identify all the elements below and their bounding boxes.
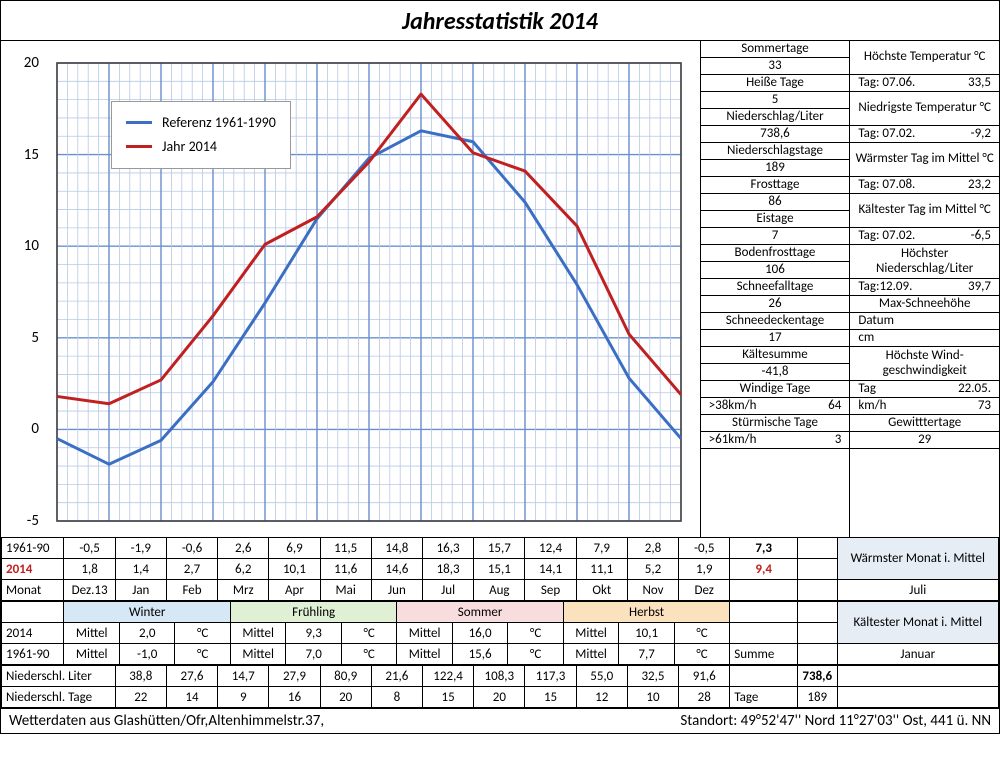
stat-cell: Heiße Tage <box>701 75 850 92</box>
stats-left-col: Sommertage33Heiße Tage5Niederschlag/Lite… <box>701 41 850 537</box>
stats-sidebar: Sommertage33Heiße Tage5Niederschlag/Lite… <box>700 41 999 537</box>
stat-cell: Stürmische Tage <box>701 415 850 432</box>
stat-cell: Max-Schneehöhe <box>850 296 999 313</box>
stat-cell: Datum <box>850 313 999 330</box>
stats-right-col: Höchste Temperatur °CTag: 07.06.33,5Nied… <box>849 41 999 537</box>
page-title: Jahresstatistik 2014 <box>1 1 999 40</box>
stat-cell: Höchste Temperatur °C <box>850 41 999 75</box>
stat-cell: km/h73 <box>850 398 999 415</box>
stat-cell: cm <box>850 330 999 347</box>
stat-cell: 17 <box>701 330 850 347</box>
stat-cell: 86 <box>701 194 850 211</box>
stat-cell: Kältesumme <box>701 347 850 364</box>
precipitation-table: Niederschl. Liter38,827,614,727,980,921,… <box>1 665 999 708</box>
upper-section: Referenz 1961-1990Jahr 2014 -505101520 S… <box>1 40 999 537</box>
stat-cell: Kältester Tag im Mittel °C <box>850 194 999 228</box>
chart-legend: Referenz 1961-1990Jahr 2014 <box>111 101 291 169</box>
stat-cell: Schneedeckentage <box>701 313 850 330</box>
seasons-table: WinterFrühlingSommerHerbstKältester Mona… <box>1 601 999 665</box>
stat-cell: Eistage <box>701 211 850 228</box>
page: Jahresstatistik 2014 Referenz 1961-1990J… <box>0 0 1000 734</box>
stat-cell: Wärmster Tag im Mittel °C <box>850 143 999 177</box>
stat-cell: Frosttage <box>701 177 850 194</box>
footer-right: Standort: 49°52'47'' Nord 11°27'03'' Ost… <box>680 712 991 730</box>
stat-cell: Höchste Wind-geschwindigkeit <box>850 347 999 381</box>
stat-cell: Tag: 07.02.-9,2 <box>850 126 999 143</box>
stat-cell: 7 <box>701 228 850 245</box>
stat-cell: Schneefalltage <box>701 279 850 296</box>
stat-cell: -41,8 <box>701 364 850 381</box>
stat-cell: Niederschlagstage <box>701 143 850 160</box>
stat-cell: Niederschlag/Liter <box>701 109 850 126</box>
stat-cell: Tag: 07.06.33,5 <box>850 75 999 92</box>
stat-cell: 738,6 <box>701 126 850 143</box>
footer: Wetterdaten aus Glashütten/Ofr,Altenhimm… <box>1 708 999 733</box>
stat-cell: Tag: 07.02.-6,5 <box>850 228 999 245</box>
stat-cell: 189 <box>701 160 850 177</box>
stat-cell: Höchster Niederschlag/Liter <box>850 245 999 279</box>
stat-cell: Sommertage <box>701 41 850 58</box>
stat-cell: 33 <box>701 58 850 75</box>
stat-cell: Tag22.05. <box>850 381 999 398</box>
stat-cell: 106 <box>701 262 850 279</box>
temperature-table: 1961-90-0,5-1,9-0,62,66,911,514,816,315,… <box>1 537 999 601</box>
stat-cell: Tag: 07.08.23,2 <box>850 177 999 194</box>
footer-left: Wetterdaten aus Glashütten/Ofr,Altenhimm… <box>9 712 324 730</box>
stat-cell: Tag:12.09.39,7 <box>850 279 999 296</box>
stat-cell: Niedrigste Temperatur °C <box>850 92 999 126</box>
stat-cell: >61km/h3 <box>701 432 850 449</box>
stat-cell: >38km/h64 <box>701 398 850 415</box>
stat-cell: 5 <box>701 92 850 109</box>
chart-area: Referenz 1961-1990Jahr 2014 -505101520 <box>1 41 700 537</box>
stat-cell: Windige Tage <box>701 381 850 398</box>
stat-cell: 26 <box>701 296 850 313</box>
stat-cell: 29 <box>850 432 999 449</box>
stat-cell: Bodenfrosttage <box>701 245 850 262</box>
stat-cell: Gewitttertage <box>850 415 999 432</box>
